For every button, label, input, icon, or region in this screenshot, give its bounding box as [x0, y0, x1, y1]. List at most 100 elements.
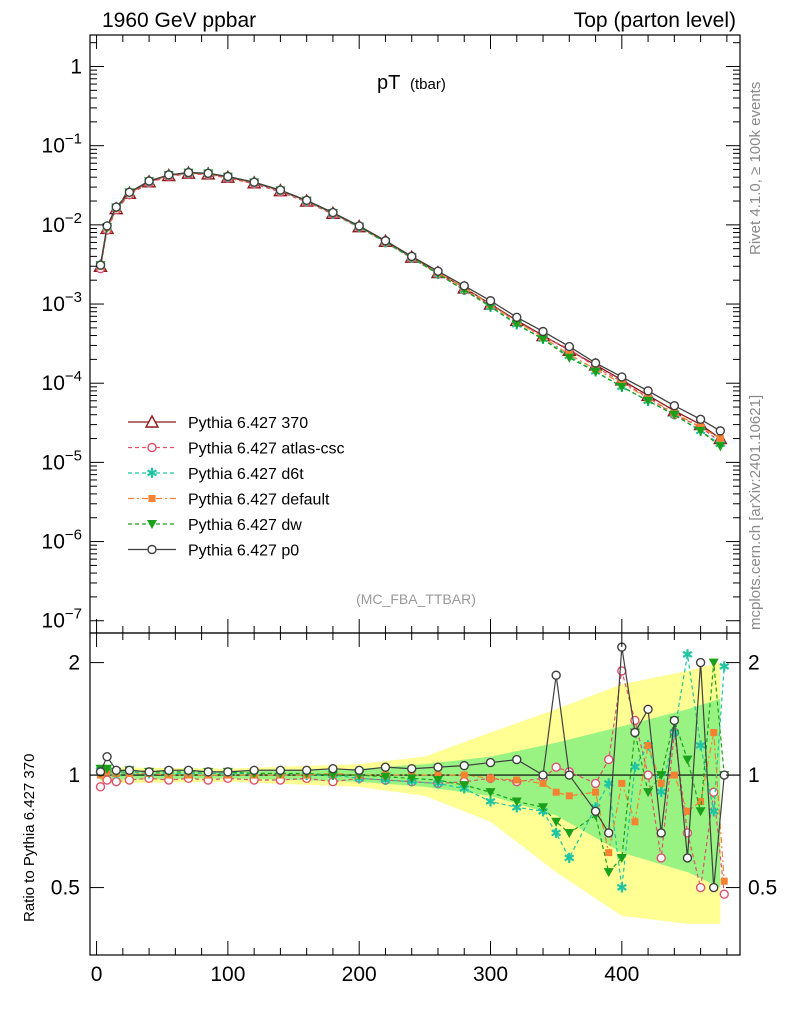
ratio-point — [459, 781, 470, 791]
ratio-point — [513, 776, 521, 784]
ratio-point — [485, 757, 496, 768]
main-point — [95, 260, 106, 270]
ratio-ylabel: Ratio to Pythia 6.427 370 — [21, 754, 38, 922]
ratio-point — [95, 782, 106, 792]
xtick-label: 100 — [210, 963, 245, 986]
ratio-ytick-label-right: 1 — [748, 764, 760, 787]
ratio-point — [616, 853, 627, 863]
ratio-point: ✱ — [629, 760, 641, 776]
main-point — [275, 185, 286, 195]
main-point — [716, 435, 724, 443]
main-point — [203, 168, 213, 178]
plot-title-sub: (tbar) — [410, 76, 446, 93]
main-ytick-label: 10−4 — [42, 368, 82, 395]
ratio-point — [223, 767, 233, 777]
legend-label: Pythia 6.427 dw — [188, 517, 302, 534]
ratio-point — [551, 670, 561, 680]
main-point — [111, 202, 121, 212]
ratio-point — [709, 787, 719, 797]
ratio-point — [657, 779, 665, 787]
main-point — [538, 335, 549, 345]
ratio-point — [164, 765, 174, 775]
ratio-point: ✱ — [616, 881, 628, 897]
main-point — [564, 353, 575, 363]
legend-marker — [147, 520, 157, 529]
ratio-ytick-label: 2 — [68, 652, 80, 675]
ratio-point — [669, 715, 680, 726]
ratio-point — [459, 760, 469, 771]
main-point — [124, 187, 135, 197]
main-point — [354, 221, 364, 231]
ratio-point — [564, 828, 575, 838]
plot-title: pT — [377, 72, 400, 94]
ratio-point — [102, 764, 113, 774]
ratio-point — [102, 751, 112, 762]
ratio-point — [656, 771, 667, 781]
ratio-series-line-0 — [100, 670, 725, 895]
ratio-point — [605, 849, 613, 857]
main-point — [459, 281, 469, 291]
ratio-point — [538, 803, 549, 813]
ratio-point — [539, 779, 547, 787]
ratio-point — [433, 762, 443, 772]
ratio-point — [487, 774, 495, 782]
main-point — [328, 207, 338, 218]
ratio-series-line-3 — [100, 662, 725, 874]
ratio-point — [719, 889, 729, 899]
ratio-point — [697, 797, 705, 805]
ratio-series-line-4 — [99, 647, 725, 888]
ratio-point — [590, 778, 601, 789]
ratio-point — [670, 771, 678, 779]
rivet-version-label: Rivet 4.1.0, ≥ 100k events — [747, 82, 764, 255]
ratio-plot-frame — [89, 632, 741, 956]
ratio-point — [406, 774, 417, 784]
main-series-line-3 — [99, 172, 721, 440]
main-point — [485, 296, 496, 306]
main-point — [511, 319, 522, 329]
main-point — [695, 414, 706, 425]
ratio-point — [552, 788, 560, 796]
main-ytick-label: 10−7 — [42, 606, 82, 633]
ratio-point — [111, 777, 121, 787]
legend-label: Pythia 6.427 370 — [188, 415, 308, 432]
legend-marker — [148, 495, 156, 502]
main-point — [715, 442, 726, 452]
main-point — [590, 358, 601, 368]
ratio-point: ✱ — [682, 648, 694, 664]
ratio-point — [695, 657, 706, 668]
ratio-ytick-label: 1 — [68, 764, 80, 787]
legend-label: Pythia 6.427 d6t — [188, 466, 304, 483]
legend-marker — [147, 442, 157, 453]
main-point — [669, 410, 680, 420]
ratio-point — [683, 807, 691, 815]
main-series-line-1 — [99, 173, 721, 443]
main-ytick-label: 10−2 — [42, 210, 82, 237]
ratio-ytick-label: 0.5 — [51, 877, 80, 900]
ratio-point — [434, 771, 442, 779]
ratio-point — [631, 818, 639, 826]
ratio-point — [380, 772, 391, 782]
main-ytick-label: 10−5 — [42, 447, 82, 474]
main-point — [669, 400, 680, 411]
ratio-point — [564, 770, 574, 780]
main-series-line-5 — [99, 171, 721, 432]
ratio-point — [275, 765, 286, 775]
ratio-ytick-label-right: 2 — [748, 652, 760, 675]
header-energy: 1960 GeV ppbar — [102, 9, 256, 32]
legend-label: Pythia 6.427 atlas-csc — [188, 441, 345, 458]
ratio-point — [551, 762, 561, 772]
main-point — [643, 396, 654, 406]
ratio-point — [603, 868, 614, 878]
ratio-point — [183, 765, 194, 775]
ratio-point — [551, 817, 562, 827]
ratio-point — [590, 806, 601, 816]
main-point — [301, 195, 312, 206]
xtick-label: 300 — [473, 963, 508, 986]
ratio-band-yellow — [100, 662, 721, 924]
legend-label: Pythia 6.427 p0 — [188, 543, 299, 560]
ratio-point: ✱ — [563, 851, 575, 867]
analysis-watermark: (MC_FBA_TTBAR) — [356, 591, 476, 607]
ratio-point — [144, 767, 154, 777]
ratio-point — [603, 828, 614, 838]
ratio-point — [354, 765, 364, 775]
